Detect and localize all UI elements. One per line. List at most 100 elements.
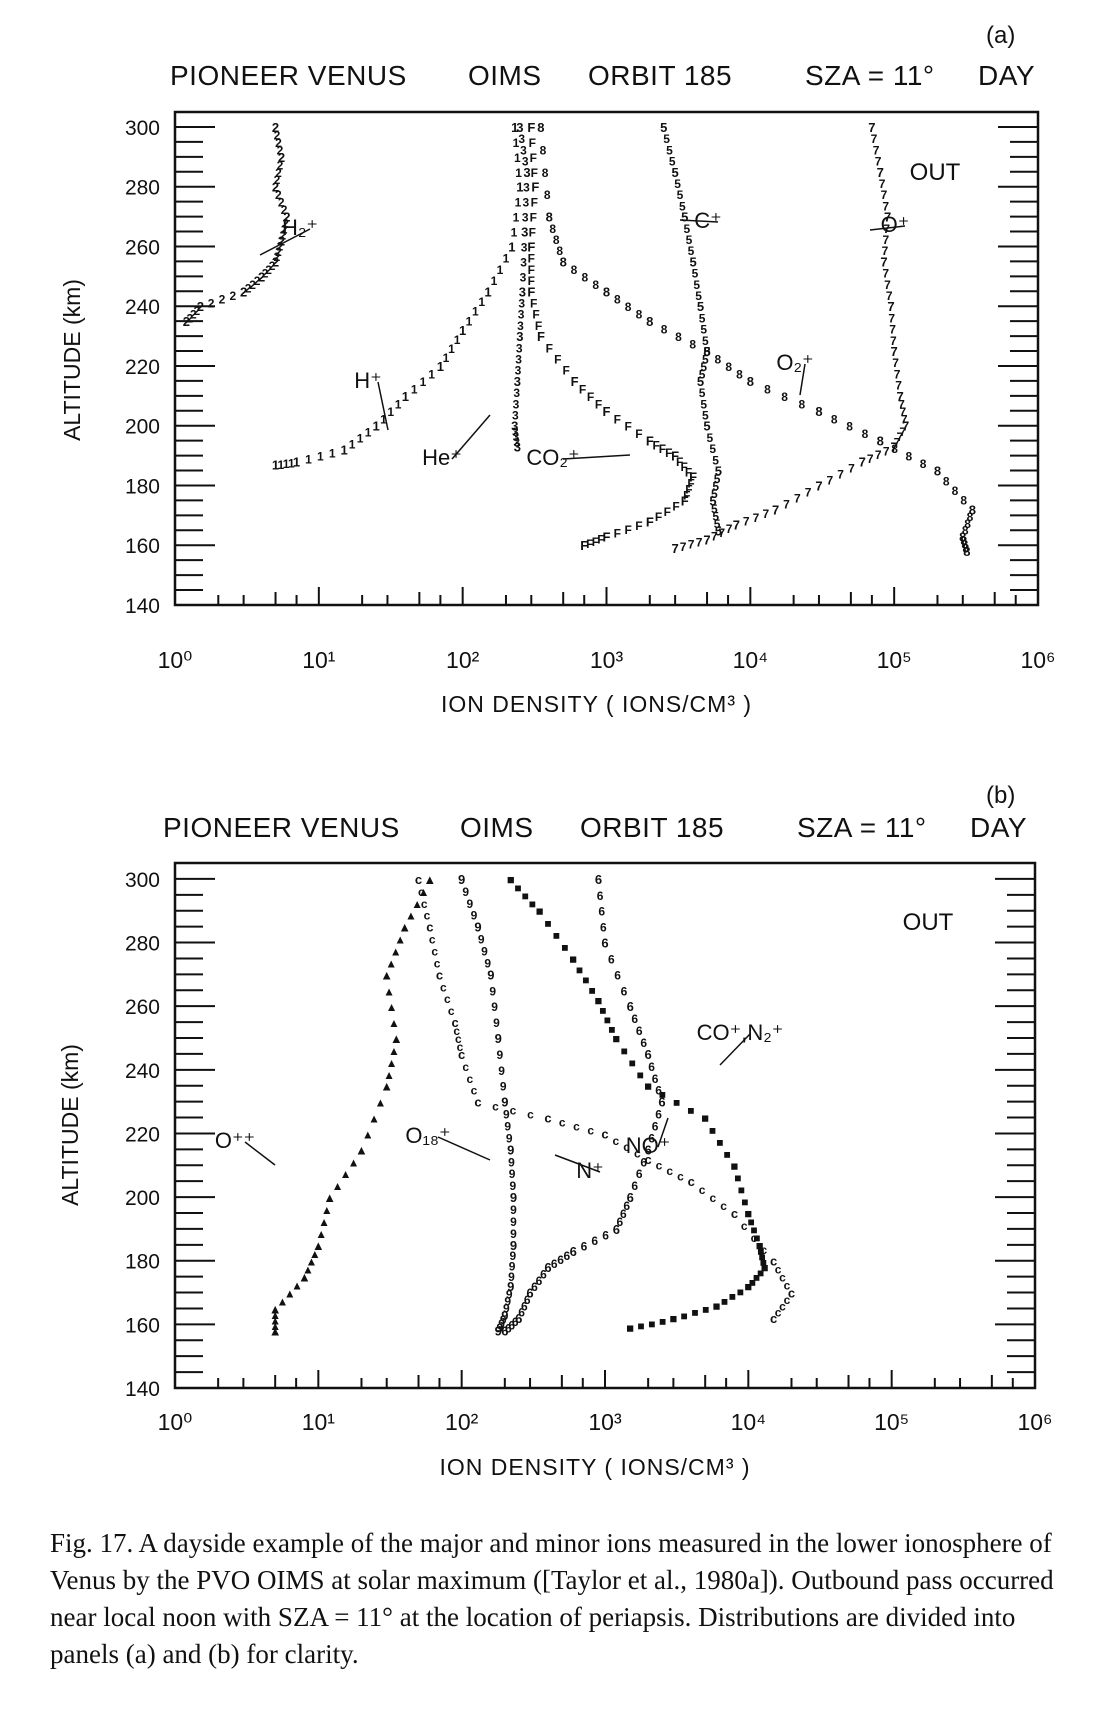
data-point: 6 [544,1260,551,1275]
data-point: 7 [733,517,740,532]
data-point: 9 [501,1308,508,1323]
data-point: 7 [886,289,893,303]
data-point: ■ [709,1123,716,1137]
data-point: ■ [589,983,596,997]
data-point: 6 [631,1179,638,1193]
data-point: F [527,284,535,299]
data-point: 2 [183,314,190,329]
data-point: 2 [277,158,284,172]
data-point: c [457,1040,464,1054]
data-point: F [689,470,697,485]
data-point: 7 [873,143,880,157]
data-point: 9 [510,1227,517,1241]
series-6: 7777777777777777777777777777777777777777… [672,120,910,556]
data-point: 6 [655,1108,662,1122]
data-point: 8 [544,188,551,202]
data-point: 7 [688,538,695,552]
data-point: 6 [627,1190,634,1205]
data-point: 5 [711,502,718,516]
data-point: 1 [305,453,312,467]
data-point: F [603,529,611,544]
data-point: 1 [513,136,520,150]
data-point: 5 [702,353,709,367]
data-point: 8 [556,244,563,258]
data-point: F [597,533,604,547]
annotation-leader [869,225,906,231]
data-point: ▲ [411,897,423,911]
data-point: 1 [515,196,522,210]
data-point: 8 [969,502,976,517]
data-point: 5 [672,165,679,180]
data-point: ■ [673,1096,680,1110]
data-point: F [646,514,654,529]
data-point: c [455,1032,462,1046]
data-point: c [656,1158,663,1172]
data-point: ■ [536,904,544,919]
data-point: 8 [549,222,556,236]
data-point: 5 [693,278,700,292]
data-point: 6 [608,952,615,966]
data-point: ■ [713,1298,721,1313]
pass-direction-label: OUT [910,159,961,186]
data-point: ■ [724,1147,731,1161]
data-point: 8 [877,434,884,449]
data-point: ▲ [362,1127,374,1141]
data-point: c [775,1263,782,1277]
data-point: 8 [967,510,974,524]
y-axis-label: ALTITUDE (km) [57,1044,83,1206]
data-point: 1 [437,359,444,374]
data-point: c [688,1174,695,1189]
data-point: 8 [715,353,722,367]
data-point: 1 [484,284,491,299]
data-point: 2 [275,188,282,202]
data-point: 7 [672,541,679,556]
y-tick-label: 260 [125,996,160,1019]
data-point: 9 [509,1167,516,1181]
data-point: 7 [875,448,882,462]
data-point: 8 [764,382,771,396]
panel-letter: (b) [986,782,1016,809]
data-point: 7 [848,462,855,476]
data-point: 9 [474,920,481,935]
data-point: c [720,1199,727,1213]
data-point: c [677,1170,684,1184]
header-mission: PIONEER VENUS [163,812,400,843]
data-point: 7 [783,497,790,511]
data-point: F [603,404,611,419]
data-point: ▲ [386,1056,398,1070]
data-point: 5 [712,453,719,467]
data-point: F [530,211,537,225]
data-point: 9 [503,1108,510,1122]
data-point: 6 [508,1318,515,1332]
data-point: F [676,455,683,469]
data-point: 3 [518,308,525,322]
data-point: c [448,1004,455,1018]
data-point: 6 [515,1311,522,1326]
data-point: 5 [712,509,719,523]
x-tick-label: 10⁰ [158,647,193,673]
data-point: ▲ [312,1238,325,1253]
data-point: 6 [551,1257,558,1271]
data-point: c [775,1306,782,1320]
data-point: 2 [197,299,204,314]
data-point: 3 [522,211,529,225]
data-point: 8 [546,210,553,225]
header-sza: SZA = 11° [805,60,935,91]
data-point: 8 [661,323,668,337]
data-point: ■ [582,973,589,987]
series-1: 1111111111111111111111111111111111111111… [272,120,524,473]
data-point: 2 [277,240,284,254]
data-point: ▲ [398,920,411,935]
data-point: F [624,523,631,537]
data-point: 5 [711,487,718,501]
y-tick-label: 240 [125,1060,160,1083]
data-point: ■ [626,1321,634,1336]
data-point: ▲ [390,1031,403,1046]
data-point: 6 [598,905,605,919]
x-tick-label: 10² [446,647,480,673]
data-point: 2 [269,259,276,273]
data-point: c [462,1060,469,1074]
data-point: 8 [542,166,549,180]
data-point: 6 [658,1095,665,1110]
series-4: 5555555555555555555555555555555555555555… [660,120,722,538]
